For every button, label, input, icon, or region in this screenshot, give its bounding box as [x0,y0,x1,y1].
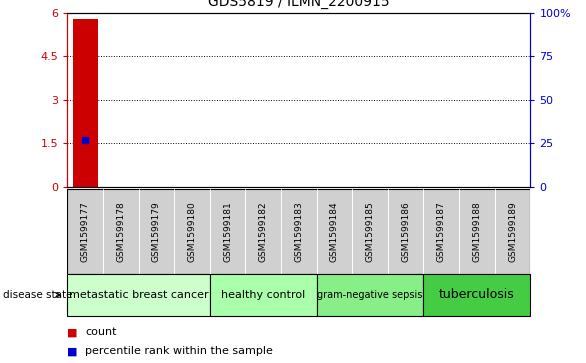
Bar [246,189,281,274]
Text: GSM1599181: GSM1599181 [223,201,232,262]
Bar [210,274,316,316]
Bar [388,189,424,274]
Bar [210,189,246,274]
Bar [459,189,495,274]
Bar [352,189,388,274]
Text: percentile rank within the sample: percentile rank within the sample [85,346,273,356]
Bar [174,189,210,274]
Text: GSM1599178: GSM1599178 [116,201,125,262]
Text: healthy control: healthy control [221,290,305,300]
Text: ■: ■ [67,346,78,356]
Text: metastatic breast cancer: metastatic breast cancer [69,290,209,300]
Title: GDS5819 / ILMN_2200915: GDS5819 / ILMN_2200915 [208,0,390,9]
Text: gram-negative sepsis: gram-negative sepsis [318,290,423,300]
Bar [316,274,424,316]
Bar [67,189,103,274]
Text: GSM1599185: GSM1599185 [366,201,374,262]
Bar [316,189,352,274]
Text: GSM1599177: GSM1599177 [81,201,90,262]
Text: GSM1599187: GSM1599187 [437,201,446,262]
Bar [67,274,210,316]
Text: tuberculosis: tuberculosis [439,289,515,301]
Text: count: count [85,327,117,337]
Text: ■: ■ [67,327,78,337]
Bar [495,189,530,274]
Bar [103,189,139,274]
Text: GSM1599179: GSM1599179 [152,201,161,262]
Bar [281,189,316,274]
Text: GSM1599189: GSM1599189 [508,201,517,262]
Bar [73,19,98,187]
Text: GSM1599180: GSM1599180 [188,201,196,262]
Bar [424,274,530,316]
Text: GSM1599184: GSM1599184 [330,201,339,262]
Bar [139,189,174,274]
Text: disease state: disease state [3,290,73,300]
Bar [424,189,459,274]
Text: GSM1599183: GSM1599183 [294,201,304,262]
Text: GSM1599188: GSM1599188 [472,201,482,262]
Text: GSM1599186: GSM1599186 [401,201,410,262]
Text: GSM1599182: GSM1599182 [259,201,268,262]
